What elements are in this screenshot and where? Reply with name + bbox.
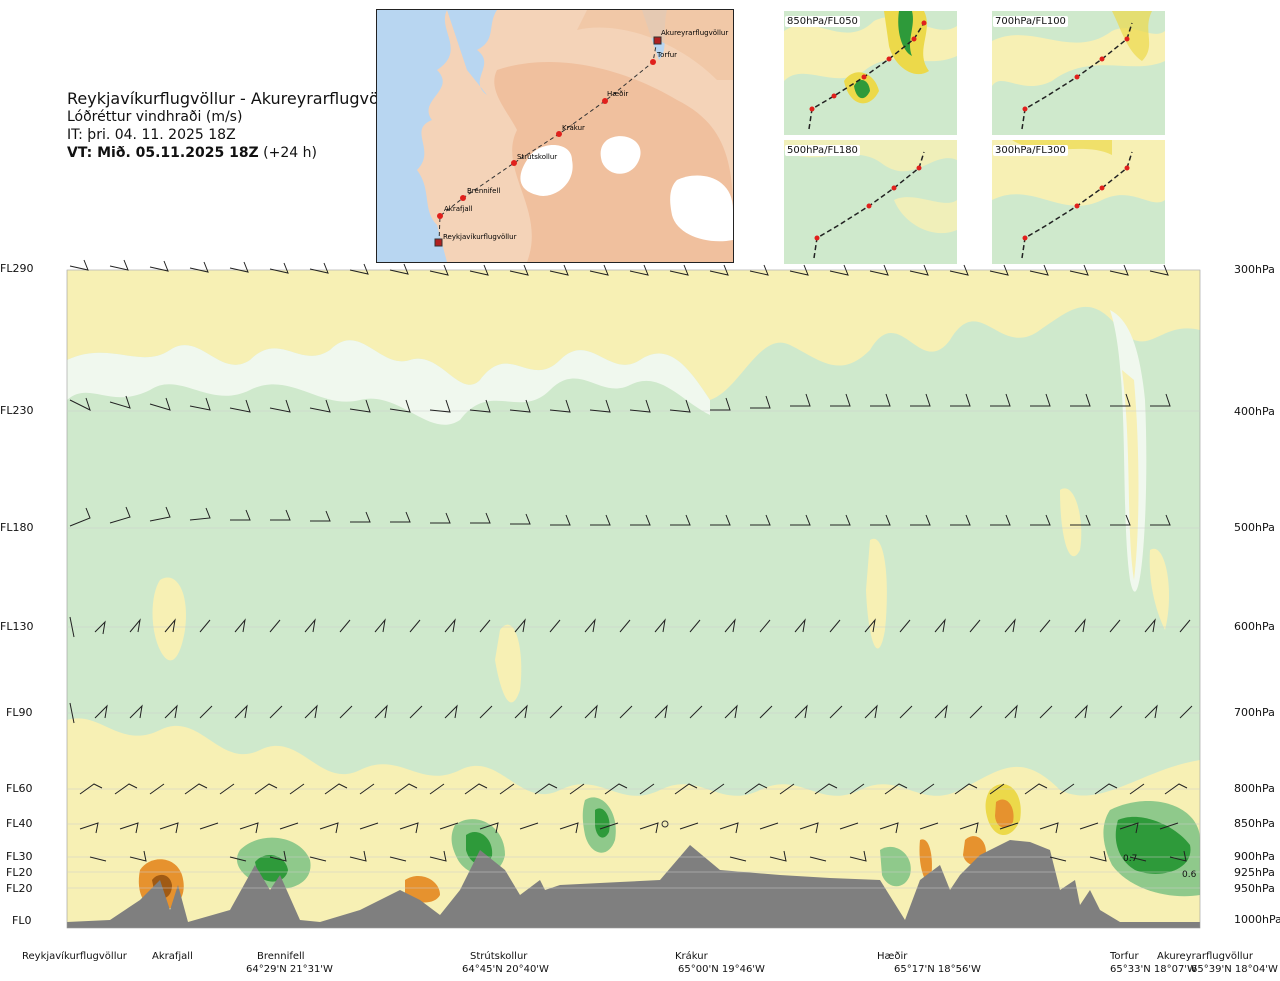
waypoint-coord-torfur: 65°33'N 18°07'W	[1110, 964, 1197, 975]
point-akrafjall	[437, 213, 443, 219]
calm-marker	[661, 820, 669, 828]
fl-label-180: FL180	[0, 521, 34, 534]
title-block: Reykjavíkurflugvöllur - Akureyrarflugvöl…	[67, 90, 404, 162]
route-line	[438, 39, 658, 244]
map-label-haedir: Hæðir	[607, 90, 628, 98]
level-map-850[interactable]: 850hPa/FL050	[784, 11, 957, 135]
level-map-700-canvas	[992, 11, 1165, 135]
fl-label-90: FL90	[6, 706, 33, 719]
vatnajokull-glacier	[670, 175, 733, 242]
waypoint-label-akureyri: Akureyrarflugvöllur	[1157, 951, 1254, 962]
cross-section-canvas: 0.7 0.6	[66, 259, 1201, 929]
map-label-torfur: Torfur	[656, 51, 677, 59]
hpa-label-400: 400hPa	[1234, 405, 1275, 418]
level-map-700-label: 700hPa/FL100	[993, 16, 1068, 27]
point-strutskollur	[511, 160, 517, 166]
fl-label-60: FL60	[6, 782, 33, 795]
level-map-500-label: 500hPa/FL180	[785, 145, 860, 156]
issue-time: IT: þri. 04. 11. 2025 18Z	[67, 127, 236, 143]
hofsjokull-glacier	[600, 136, 641, 174]
valid-time: VT: Mið. 05.11.2025 18Z (+24 h)	[67, 144, 404, 162]
waypoint-label-brennifell: Brennifell	[257, 951, 305, 962]
hpa-label-600: 600hPa	[1234, 620, 1275, 633]
hpa-label-500: 500hPa	[1234, 521, 1275, 534]
terrain	[67, 840, 1200, 928]
fjord-north	[447, 10, 497, 95]
fl-label-0: FL0	[12, 914, 32, 927]
map-label-strutskollur: Strútskollur	[517, 153, 557, 161]
torfur-yellow-streak	[1122, 370, 1139, 580]
wind-barbs	[69, 259, 1193, 862]
point-krakur	[556, 131, 562, 137]
map-label-krakur: Krákur	[562, 124, 585, 132]
lower-yellow-layer	[67, 718, 1200, 928]
valid-offset: (+24 h)	[263, 145, 317, 161]
annotation-value-2: 0.6	[1182, 870, 1197, 880]
point-torfur	[650, 59, 656, 65]
fl-label-130: FL130	[0, 620, 34, 633]
hpa-label-950: 950hPa	[1234, 882, 1275, 895]
level-map-500[interactable]: 500hPa/FL180	[784, 140, 957, 264]
fl-label-20a: FL20	[6, 866, 33, 879]
airport-marker-end	[653, 36, 662, 45]
level-map-700[interactable]: 700hPa/FL100	[992, 11, 1165, 135]
map-label-brennifell: Brennifell	[467, 187, 500, 195]
waypoint-label-haedir: Hæðir	[877, 951, 908, 962]
valid-label: VT: Mið. 05.11.2025 18Z	[67, 145, 259, 161]
route-title: Reykjavíkurflugvöllur - Akureyrarflugvöl…	[67, 89, 405, 108]
waypoint-coord-haedir: 65°17'N 18°56'W	[894, 964, 981, 975]
waypoint-label-akrafjall: Akrafjall	[152, 951, 193, 962]
fl-label-40: FL40	[6, 817, 33, 830]
route-map-canvas: Reykjavíkurflugvöllur Akrafjall Brennife…	[377, 10, 733, 262]
fl-label-290: FL290	[0, 262, 34, 275]
waypoint-label-krakur: Krákur	[675, 951, 708, 962]
level-map-300-canvas	[992, 140, 1165, 264]
level-map-300[interactable]: 300hPa/FL300	[992, 140, 1165, 264]
upper-white-band	[67, 340, 710, 425]
level-map-850-label: 850hPa/FL050	[785, 16, 860, 27]
upper-yellow-band	[67, 270, 1200, 400]
hpa-label-850: 850hPa	[1234, 817, 1275, 830]
sea-west	[377, 10, 451, 262]
hpa-label-700: 700hPa	[1234, 706, 1275, 719]
airport-marker-start	[434, 238, 443, 247]
hpa-label-300: 300hPa	[1234, 263, 1275, 276]
level-map-500-canvas	[784, 140, 957, 264]
map-label-reykjavik: Reykjavíkurflugvöllur	[443, 233, 517, 241]
fl-label-230: FL230	[0, 404, 34, 417]
route-map: Reykjavíkurflugvöllur Akrafjall Brennife…	[376, 9, 734, 263]
waypoint-label-reykjavik: Reykjavíkurflugvöllur	[22, 951, 127, 962]
map-label-akrafjall: Akrafjall	[444, 205, 473, 213]
waypoint-coord-krakur: 65°00'N 19°46'W	[678, 964, 765, 975]
point-brennifell	[460, 195, 466, 201]
waypoint-label-torfur: Torfur	[1110, 951, 1139, 962]
hpa-label-1000: 1000hPa	[1234, 913, 1280, 926]
annotation-value-1: 0.7	[1123, 854, 1137, 864]
map-label-akureyri: Akureyrarflugvöllur	[661, 29, 728, 37]
fl-label-20b: FL20	[6, 882, 33, 895]
vertical-cross-section: 0.7 0.6 FL290 FL230 FL180 FL130 FL90 FL6…	[0, 250, 1280, 940]
level-map-850-canvas	[784, 11, 957, 135]
hpa-label-800: 800hPa	[1234, 782, 1275, 795]
hpa-label-925: 925hPa	[1234, 866, 1275, 879]
waypoint-coord-strutskollur: 64°45'N 20°40'W	[462, 964, 549, 975]
level-map-300-label: 300hPa/FL300	[993, 145, 1068, 156]
point-haedir	[602, 98, 608, 104]
langjokull-glacier	[520, 145, 573, 196]
north-mountains	[577, 10, 733, 80]
waypoint-coord-akureyri: 65°39'N 18°04'W	[1191, 964, 1278, 975]
waypoint-label-strutskollur: Strútskollur	[470, 951, 528, 962]
waypoint-coord-brennifell: 64°29'N 21°31'W	[246, 964, 333, 975]
hpa-label-900: 900hPa	[1234, 850, 1275, 863]
subtitle: Lóðréttur vindhraði (m/s)	[67, 109, 243, 125]
fl-label-30: FL30	[6, 850, 33, 863]
